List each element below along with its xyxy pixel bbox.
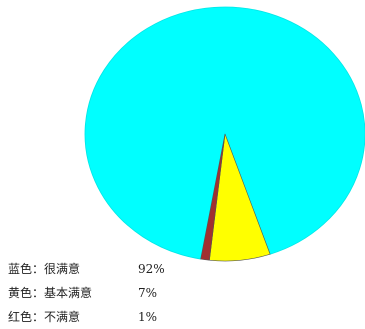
pie-slice-very-satisfied bbox=[84, 6, 365, 260]
legend-value-very-satisfied: 92% bbox=[138, 262, 165, 276]
legend-label-basically-satisfied: 黄色：基本满意 bbox=[8, 286, 93, 300]
pie-slice-not-satisfied bbox=[200, 133, 226, 261]
pie-slices bbox=[84, 6, 365, 262]
legend-label-very-satisfied: 蓝色：很满意 bbox=[8, 262, 81, 276]
legend-value-basically-satisfied: 7% bbox=[138, 286, 158, 300]
legend-value-not-satisfied: 1% bbox=[138, 310, 158, 324]
legend-label-not-satisfied: 红色：不满意 bbox=[8, 310, 81, 324]
